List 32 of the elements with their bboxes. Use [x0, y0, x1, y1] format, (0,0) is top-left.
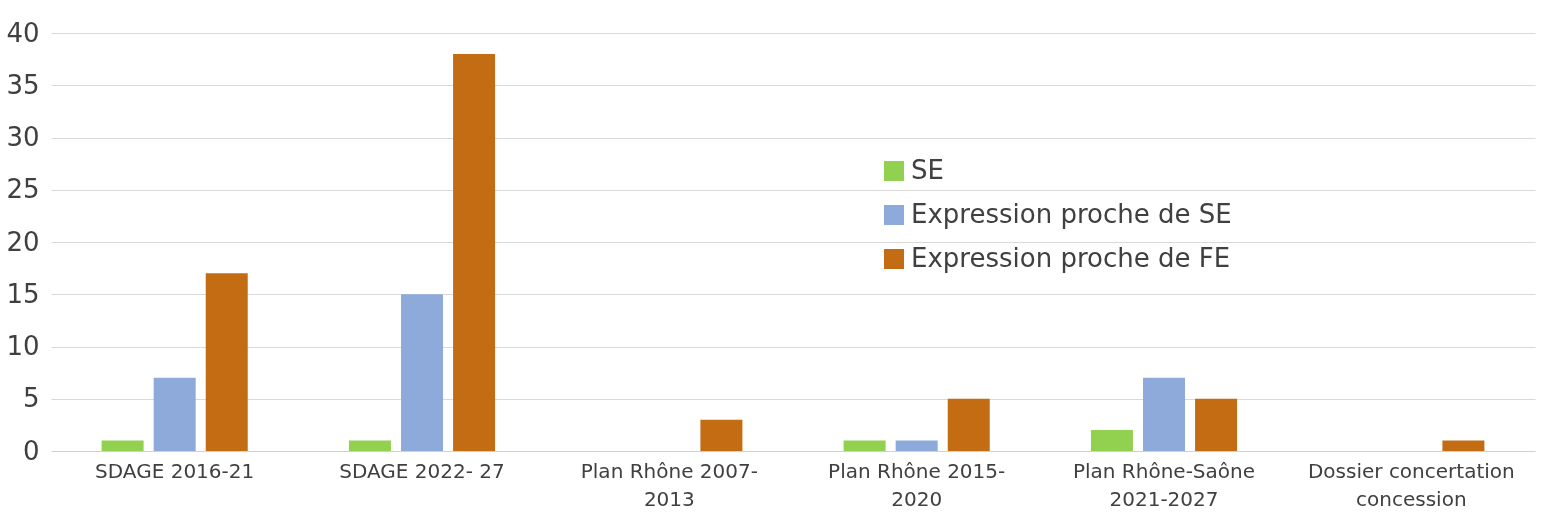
bar — [947, 398, 990, 451]
y-tick-label: 15 — [6, 278, 40, 309]
y-tick-label: 5 — [22, 383, 40, 414]
x-tick-label: Dossier concertation concession — [1307, 458, 1515, 511]
y-tick-label: 35 — [6, 69, 40, 100]
bar — [700, 419, 743, 451]
y-tick-label: 10 — [6, 331, 40, 361]
bar — [453, 53, 496, 451]
bar — [153, 377, 196, 451]
bar — [1195, 398, 1238, 451]
bar — [895, 440, 938, 451]
y-tick-label: 30 — [6, 122, 40, 152]
bar — [205, 273, 248, 451]
y-tick-label: 0 — [22, 435, 40, 466]
bar — [1090, 430, 1133, 451]
legend-label: Expression proche de FE — [911, 243, 1231, 273]
bar — [1143, 377, 1185, 451]
x-tick-label: SDAGE 2022- 27 — [339, 458, 505, 483]
x-tick-label: Plan Rhône-Saône 2021-2027 — [1072, 458, 1256, 511]
y-tick-label: 20 — [6, 226, 40, 257]
legend-label: SE — [911, 155, 944, 185]
legend-label: Expression proche de SE — [911, 199, 1232, 229]
x-tick-label: SDAGE 2016-21 — [95, 458, 255, 483]
bar — [401, 294, 443, 451]
y-tick-label: 25 — [6, 174, 40, 205]
bar — [1442, 440, 1485, 451]
y-tick-label: 40 — [6, 17, 40, 48]
bar — [843, 440, 886, 451]
x-tick-label: Plan Rhône 2015-2020 — [828, 458, 1006, 511]
x-tick-label: Plan Rhône 2007-2013 — [580, 458, 758, 511]
bar — [101, 440, 144, 451]
bar — [348, 440, 391, 451]
